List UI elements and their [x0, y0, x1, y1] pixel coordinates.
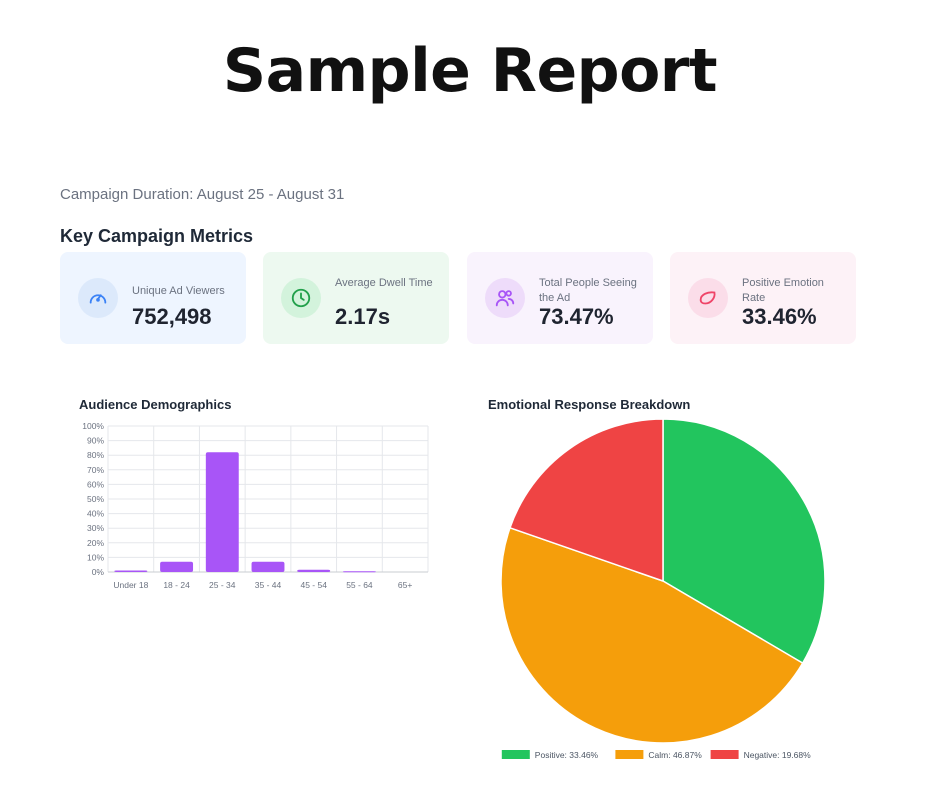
users-icon [485, 278, 525, 318]
y-tick-label: 90% [87, 436, 104, 446]
legend-label: Calm: 46.87% [648, 750, 702, 760]
pie-chart-title: Emotional Response Breakdown [488, 397, 691, 412]
y-tick-label: 0% [92, 567, 105, 577]
bar [205, 452, 239, 572]
metric-card-positive-emotion: Positive Emotion Rate 33.46% [670, 252, 856, 344]
audience-demographics-chart: 0% 10% 20% 30% 40% 50% 60% 70% 80% 90% 100% Under 1… [82, 421, 429, 590]
x-tick-label: 18 - 24 [163, 580, 190, 590]
campaign-duration: Campaign Duration: August 25 - August 31 [60, 186, 345, 203]
y-tick-label: 70% [87, 465, 104, 475]
bar [342, 571, 376, 573]
bar [297, 569, 331, 572]
metric-label: Positive Emotion Rate [742, 277, 824, 304]
metric-label: Average Dwell Time [335, 277, 433, 289]
x-tick-label: 35 - 44 [255, 580, 282, 590]
y-tick-label: 60% [87, 479, 104, 489]
y-tick-label: 40% [87, 509, 104, 519]
pie-slice-calm [500, 526, 804, 744]
x-tick-label: 65+ [398, 580, 412, 590]
pie-slice-negative [509, 418, 664, 583]
report-title: Sample Report [222, 36, 718, 106]
metric-value: 2.17s [335, 304, 391, 329]
pie-slice-positive [662, 418, 826, 665]
metric-label: Total People Seeing the Ad [539, 277, 637, 304]
y-tick-label: 10% [87, 552, 104, 562]
legend-label: Negative: 19.68% [744, 750, 812, 760]
heart-icon [688, 278, 728, 318]
gauge-icon [78, 278, 118, 318]
bar [160, 561, 194, 572]
bar-chart-title: Audience Demographics [79, 397, 232, 412]
metric-card-people-seeing-ad: Total People Seeing the Ad 73.47% [467, 252, 653, 344]
metric-value: 33.46% [742, 304, 817, 329]
y-tick-label: 100% [82, 421, 104, 431]
x-tick-label: 45 - 54 [300, 580, 327, 590]
metric-value: 73.47% [539, 304, 614, 329]
metric-label: Unique Ad Viewers [132, 285, 225, 297]
x-tick-label: 25 - 34 [209, 580, 236, 590]
x-tick-label: Under 18 [113, 580, 148, 590]
y-tick-label: 20% [87, 538, 104, 548]
bar [114, 570, 148, 572]
legend-label: Positive: 33.46% [535, 750, 599, 760]
x-tick-label: 55 - 64 [346, 580, 373, 590]
metrics-section-title: Key Campaign Metrics [60, 226, 254, 246]
metric-card-dwell-time: Average Dwell Time 2.17s [263, 252, 449, 344]
legend-swatch [501, 750, 530, 759]
metric-value: 752,498 [132, 304, 212, 329]
y-tick-label: 80% [87, 450, 104, 460]
y-tick-label: 30% [87, 523, 104, 533]
y-tick-label: 50% [87, 494, 104, 504]
bar [251, 561, 285, 572]
metric-card-unique-viewers: Unique Ad Viewers 752,498 [60, 252, 246, 344]
legend-swatch [615, 750, 644, 759]
emotional-response-chart: Positive: 33.46% Calm: 46.87% Negative: 19… [500, 418, 826, 760]
legend-swatch [710, 750, 739, 759]
clock-icon [281, 278, 321, 318]
